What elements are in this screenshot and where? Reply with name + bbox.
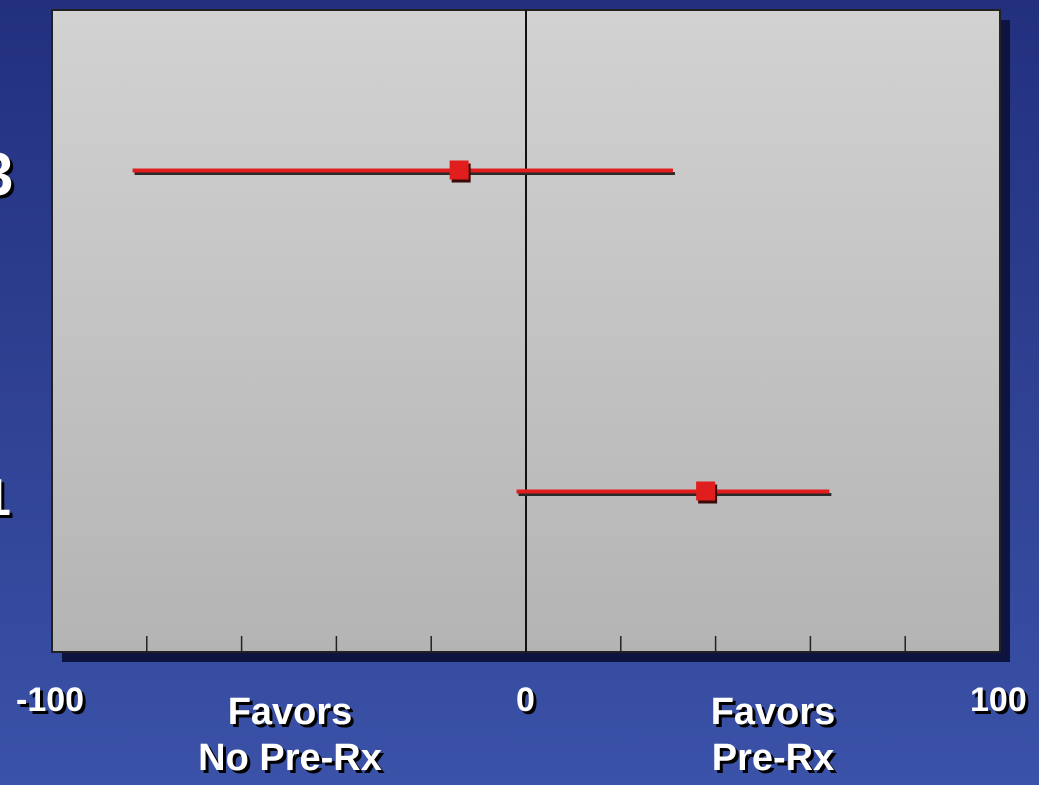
- row-label-partial-1: 3: [0, 140, 13, 209]
- tick-label-min: -100: [16, 681, 85, 719]
- x-axis-ticks: [146, 636, 906, 652]
- estimate-marker: [696, 481, 716, 501]
- row-label-partial-2: 1: [0, 468, 11, 528]
- estimate-rows: [132, 160, 832, 504]
- estimate-marker: [449, 160, 469, 180]
- favors-no-pre-rx-label: Favors No Pre-Rx: [130, 690, 450, 781]
- tick-label-zero: 0: [516, 681, 535, 719]
- favors-pre-rx-label: Favors Pre-Rx: [613, 690, 933, 781]
- tick-label-max: 100: [970, 681, 1027, 719]
- favors-no-pre-rx-text: Favors No Pre-Rx: [198, 691, 382, 779]
- favors-pre-rx-text: Favors Pre-Rx: [710, 691, 836, 779]
